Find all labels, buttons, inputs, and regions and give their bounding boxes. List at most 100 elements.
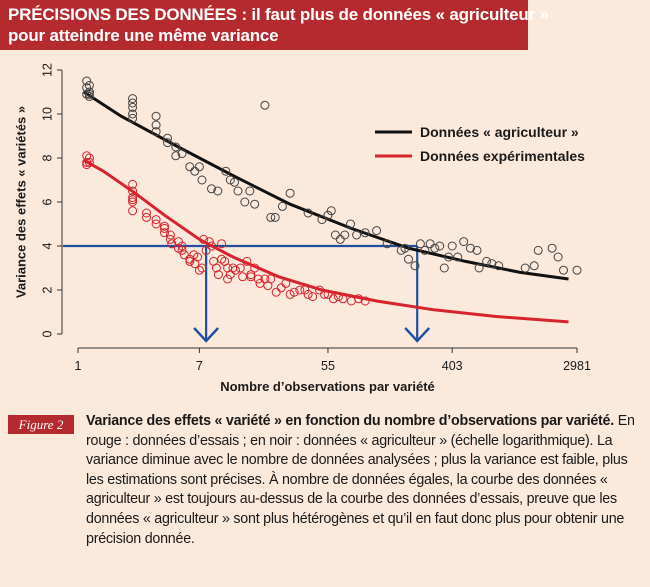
point-exp [185, 256, 195, 266]
point-exp [194, 265, 204, 275]
point-agri [404, 254, 413, 264]
point-agri [277, 201, 287, 211]
down-arrow [193, 327, 220, 343]
point-exp [315, 285, 324, 295]
point-exp [266, 274, 276, 284]
point-agri [128, 109, 138, 119]
y-tick-label: 0 [40, 330, 54, 337]
y-tick-label: 6 [40, 198, 54, 205]
point-agri [82, 76, 92, 86]
point-exp [295, 285, 305, 295]
point-exp [128, 197, 138, 207]
point-agri [317, 215, 327, 225]
point-agri [494, 261, 504, 271]
point-agri [163, 138, 172, 148]
point-exp [346, 296, 356, 306]
point-exp [238, 272, 248, 282]
point-exp [276, 283, 286, 293]
point-exp [82, 157, 92, 167]
y-tick-label: 4 [40, 242, 54, 249]
point-agri [326, 206, 336, 216]
point-exp [84, 153, 94, 163]
point-exp [165, 234, 175, 244]
x-tick-label: 7 [196, 359, 203, 373]
point-agri [346, 219, 355, 229]
point-agri [233, 186, 243, 196]
point-exp [207, 241, 216, 251]
point-exp [151, 215, 161, 225]
point-exp [223, 274, 233, 284]
point-agri [553, 252, 563, 262]
point-agri [128, 102, 138, 112]
point-agri [163, 133, 172, 143]
point-agri [84, 87, 94, 97]
point-agri [225, 175, 235, 185]
point-exp [142, 212, 151, 222]
x-tick-label: 1 [75, 359, 82, 373]
point-agri [84, 91, 94, 101]
point-agri [207, 184, 216, 194]
x-tick-label: 2981 [563, 359, 591, 373]
fit-curve-agri [83, 90, 569, 281]
point-exp [193, 252, 203, 262]
point-exp [128, 179, 138, 189]
point-agri [151, 111, 161, 121]
point-exp [160, 223, 169, 233]
point-agri [151, 127, 161, 137]
point-agri [230, 177, 239, 187]
point-exp [289, 287, 299, 297]
point-exp [177, 241, 187, 251]
point-exp [167, 239, 177, 249]
point-exp [160, 221, 169, 231]
point-agri [177, 149, 187, 159]
reference-lines [63, 244, 431, 343]
chart-header: PRÉCISIONS DES DONNÉES : il faut plus de… [0, 0, 549, 50]
point-agri [171, 142, 181, 152]
caption-text: En rouge : données d’essais ; en noir : … [86, 413, 635, 547]
point-agri [221, 166, 231, 176]
point-exp [217, 239, 227, 249]
point-agri [572, 265, 582, 275]
scatter-chart: 1 7 55 403 2981 0 2 4 6 8 10 12 Données « agriculte… [13, 63, 591, 394]
point-agri [82, 89, 92, 99]
point-exp [323, 289, 333, 299]
point-exp [179, 250, 189, 260]
point-exp [217, 254, 227, 264]
point-agri [410, 261, 420, 271]
point-agri [245, 186, 255, 196]
legend-label: Données expérimentales [420, 148, 585, 164]
point-agri [435, 241, 445, 251]
point-agri [285, 188, 295, 198]
point-exp [255, 278, 265, 288]
point-exp [201, 245, 211, 255]
x-axis-title: Nombre d’observations par variété [220, 379, 435, 394]
point-exp [128, 206, 138, 216]
point-agri [382, 239, 392, 249]
point-agri [240, 197, 250, 207]
point-agri [360, 228, 370, 238]
point-agri [459, 237, 469, 247]
point-agri [547, 243, 557, 253]
point-agri [266, 212, 276, 222]
point-agri [330, 230, 340, 240]
point-agri [270, 212, 280, 222]
point-agri [171, 151, 181, 161]
point-agri [84, 89, 94, 99]
figure-badge: Figure 2 [8, 415, 74, 434]
point-agri [185, 162, 195, 172]
point-agri [444, 252, 453, 262]
point-exp [320, 289, 329, 299]
point-exp [360, 296, 370, 306]
point-exp [281, 278, 291, 288]
point-exp [213, 270, 223, 280]
point-agri [335, 234, 345, 244]
point-exp [211, 263, 221, 273]
point-exp [333, 292, 343, 302]
point-agri [430, 243, 440, 253]
point-exp [128, 195, 138, 205]
point-exp [231, 265, 240, 275]
point-agri [425, 239, 435, 249]
point-agri [340, 230, 350, 240]
point-exp [235, 263, 245, 273]
point-agri [447, 241, 457, 251]
